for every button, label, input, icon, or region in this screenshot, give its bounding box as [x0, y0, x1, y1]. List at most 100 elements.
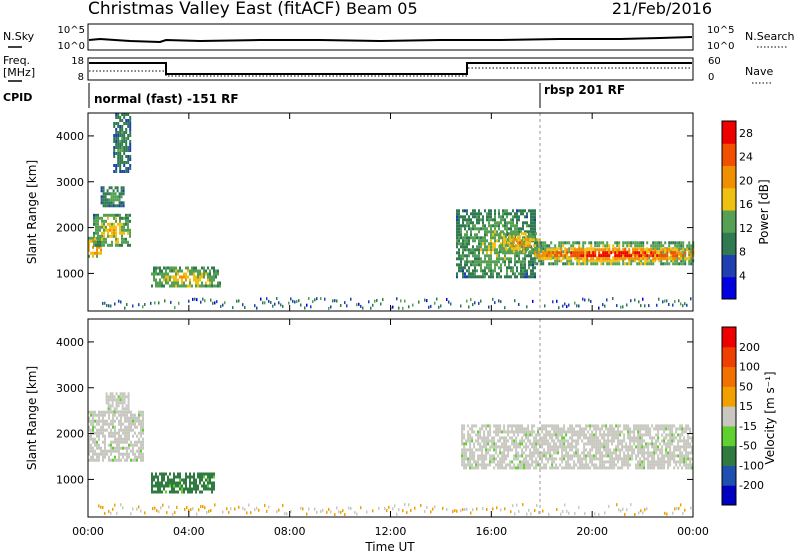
- velocity-cell: [563, 466, 566, 470]
- power-cell: [530, 254, 532, 258]
- velocity-cell: [461, 439, 464, 443]
- power-cell: [125, 167, 128, 170]
- velocity-cell: [110, 419, 112, 423]
- velocity-cell: [134, 455, 136, 459]
- power-cell: [472, 248, 474, 252]
- power-ground-scatter-cell: [620, 305, 622, 309]
- velocity-cell: [641, 448, 644, 452]
- velocity-cell: [463, 460, 466, 464]
- velocity-cell: [134, 416, 136, 420]
- power-cell: [111, 240, 113, 244]
- power-cell: [213, 278, 215, 282]
- velocity-cell: [503, 436, 506, 440]
- power-cell: [488, 215, 490, 219]
- power-cell: [466, 233, 468, 237]
- velocity-cell: [593, 466, 596, 470]
- power-cell: [121, 134, 124, 137]
- power-cell: [534, 221, 536, 225]
- velocity-cell: [211, 490, 213, 494]
- power-cell: [494, 236, 496, 240]
- noise-tick-top-right: 10^5: [707, 25, 734, 36]
- power-ground-scatter-cell: [368, 300, 370, 304]
- velocity-cell: [94, 443, 96, 447]
- velocity-ground-scatter-cell: [624, 512, 626, 516]
- velocity-cell: [213, 472, 215, 476]
- power-cell: [522, 247, 525, 251]
- power-cell: [504, 254, 506, 258]
- power-cell: [95, 228, 97, 232]
- power-cell: [476, 215, 478, 219]
- velocity-cell: [213, 481, 215, 485]
- power-cell: [100, 201, 103, 205]
- power-cell: [560, 244, 563, 248]
- power-cell: [466, 275, 468, 279]
- power-cell: [460, 236, 462, 240]
- velocity-cell: [647, 463, 650, 467]
- velocity-cell: [623, 457, 626, 461]
- velocity-cell: [565, 451, 568, 455]
- velocity-cell: [485, 436, 488, 440]
- velocity-cell: [473, 424, 476, 428]
- velocity-cell: [477, 454, 480, 458]
- velocity-ground-scatter-cell: [366, 510, 368, 514]
- velocity-cell: [515, 448, 518, 452]
- velocity-cell: [108, 413, 110, 417]
- velocity-ground-scatter-cell: [360, 506, 362, 510]
- power-cell: [532, 235, 535, 239]
- velocity-cell: [128, 431, 130, 435]
- power-ground-scatter-cell: [332, 299, 334, 303]
- power-cell: [532, 266, 534, 270]
- power-ground-scatter-cell: [114, 302, 116, 306]
- power-cell: [474, 254, 476, 258]
- velocity-cell: [579, 454, 582, 458]
- velocity-cell: [607, 433, 610, 437]
- power-cell: [592, 257, 595, 261]
- power-cell: [102, 186, 105, 190]
- velocity-cell: [689, 460, 692, 464]
- velocity-cell: [108, 443, 110, 447]
- velocity-cell: [108, 425, 110, 429]
- power-cell: [490, 248, 492, 252]
- power-cell: [604, 259, 607, 263]
- x-tick-label: 00:00: [72, 525, 104, 538]
- power-cell: [594, 262, 597, 266]
- velocity-cell: [665, 442, 668, 446]
- power-cell: [622, 241, 625, 245]
- velocity-cell: [130, 443, 132, 447]
- power-cell: [167, 275, 169, 279]
- power-cell: [110, 186, 113, 190]
- velocity-cell: [623, 433, 626, 437]
- power-cell: [672, 254, 675, 258]
- power-cell: [648, 248, 651, 252]
- velocity-cell: [94, 425, 96, 429]
- power-cell: [594, 251, 597, 255]
- velocity-ground-scatter-cell: [684, 508, 686, 512]
- velocity-cell: [605, 466, 608, 470]
- power-cell: [127, 213, 129, 217]
- velocity-cell: [683, 439, 686, 443]
- power-cell: [578, 241, 581, 245]
- power-cell: [626, 241, 629, 245]
- velocity-cell: [165, 490, 167, 494]
- power-cell: [472, 260, 474, 264]
- velocity-cell: [663, 430, 666, 434]
- power-cell: [219, 284, 221, 288]
- power-cell: [532, 224, 534, 228]
- velocity-cell: [541, 436, 544, 440]
- velocity-cell: [609, 439, 612, 443]
- power-cell: [123, 228, 125, 232]
- velocity-colorbar-tick-label: 50: [739, 380, 753, 393]
- power-cell: [476, 275, 478, 279]
- power-cell: [506, 272, 508, 276]
- velocity-cell: [659, 442, 662, 446]
- power-cell: [115, 164, 118, 167]
- power-cell: [205, 269, 207, 273]
- velocity-ground-scatter-cell: [162, 503, 164, 507]
- power-cell: [95, 222, 97, 226]
- velocity-cell: [617, 460, 620, 464]
- velocity-cell: [601, 463, 604, 467]
- power-colorbar-segment: [722, 210, 736, 233]
- power-cell: [217, 272, 219, 276]
- velocity-cell: [555, 430, 558, 434]
- velocity-cell: [142, 416, 144, 420]
